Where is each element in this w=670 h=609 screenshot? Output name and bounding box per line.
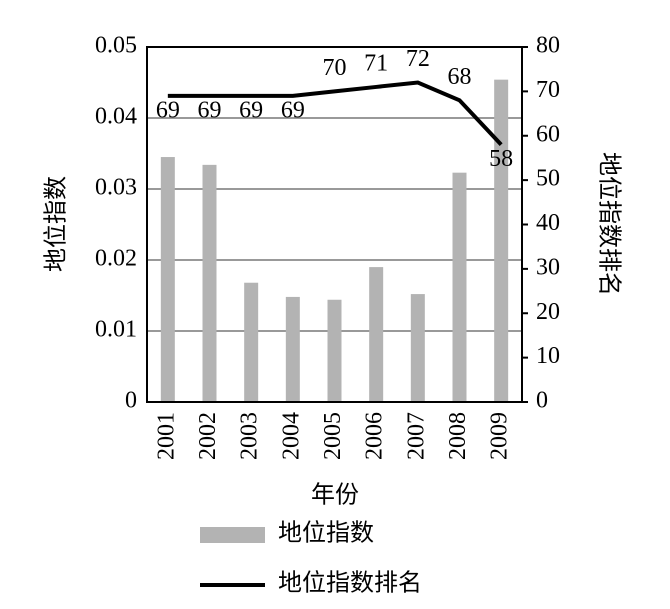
y2-tick-label: 0 xyxy=(536,388,548,414)
legend-swatch xyxy=(200,527,265,543)
data-label: 68 xyxy=(448,64,472,90)
data-label: 70 xyxy=(323,55,347,81)
bar xyxy=(327,299,342,402)
data-label: 69 xyxy=(281,97,305,123)
x-tick-label: 2008 xyxy=(445,412,471,460)
bar xyxy=(160,157,175,402)
y-tick-label: 0 xyxy=(125,388,137,414)
line xyxy=(167,80,503,146)
y2-tick-label: 40 xyxy=(536,210,560,236)
y2-axis-title: 地位指数排名 xyxy=(595,152,622,296)
y2-tick-label: 70 xyxy=(536,77,560,103)
x-tick-label: 2009 xyxy=(487,412,513,460)
y-tick-label: 0.02 xyxy=(95,246,137,272)
x-tick-label: 2003 xyxy=(237,412,263,460)
legend-label: 地位指数排名 xyxy=(278,570,422,597)
x-tick-label: 2002 xyxy=(195,412,221,460)
bar xyxy=(410,294,425,402)
y-tick-label: 0.01 xyxy=(95,317,137,343)
y2-tick-label: 10 xyxy=(536,343,560,369)
data-label: 69 xyxy=(156,97,180,123)
data-label: 72 xyxy=(406,46,430,72)
bar xyxy=(369,267,384,402)
bar xyxy=(202,164,217,402)
bar xyxy=(244,282,259,402)
y-tick-label: 0.03 xyxy=(95,175,137,201)
x-tick-label: 2007 xyxy=(403,412,429,460)
data-label: 69 xyxy=(239,97,263,123)
plot-frame xyxy=(146,46,523,403)
y-axis-title: 地位指数 xyxy=(43,176,70,272)
x-tick-label: 2001 xyxy=(153,412,179,460)
data-label: 58 xyxy=(489,146,513,172)
y2-tick-label: 20 xyxy=(536,299,560,325)
x-tick-label: 2005 xyxy=(320,412,346,460)
y-tick-label: 0.04 xyxy=(95,104,137,130)
data-label: 71 xyxy=(364,50,388,76)
y2-tick-label: 80 xyxy=(536,33,560,59)
y2-tick-label: 60 xyxy=(536,121,560,147)
x-tick-label: 2006 xyxy=(362,412,388,460)
bar xyxy=(285,296,300,402)
y2-tick-label: 50 xyxy=(536,166,560,192)
bar xyxy=(494,79,509,402)
y-tick-label: 0.05 xyxy=(95,33,137,59)
legend-label: 地位指数 xyxy=(278,520,374,547)
data-label: 69 xyxy=(198,97,222,123)
bar xyxy=(452,172,467,402)
x-axis-title: 年份 xyxy=(311,482,359,509)
y2-tick-label: 30 xyxy=(536,254,560,280)
x-tick-label: 2004 xyxy=(278,412,304,460)
